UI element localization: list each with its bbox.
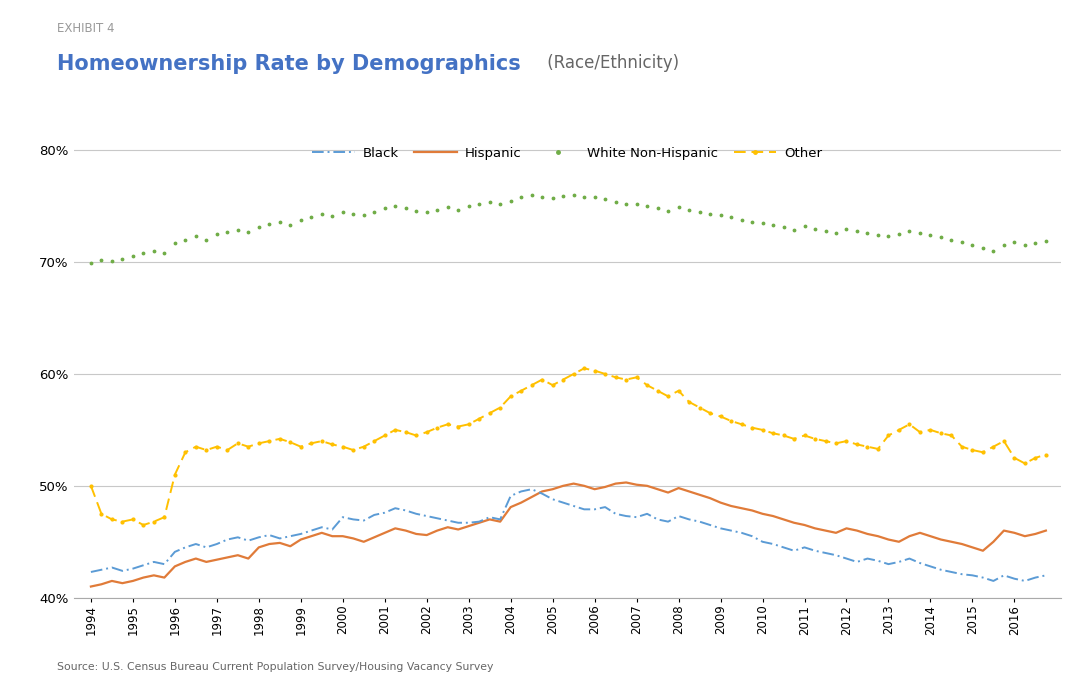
Text: (Race/Ethnicity): (Race/Ethnicity): [542, 54, 679, 72]
Legend: Black, Hispanic, White Non-Hispanic, Other: Black, Hispanic, White Non-Hispanic, Oth…: [307, 142, 827, 165]
Text: Source: U.S. Census Bureau Current Population Survey/Housing Vacancy Survey: Source: U.S. Census Bureau Current Popul…: [57, 662, 493, 672]
Text: EXHIBIT 4: EXHIBIT 4: [57, 22, 114, 35]
Text: Homeownership Rate by Demographics: Homeownership Rate by Demographics: [57, 54, 520, 74]
